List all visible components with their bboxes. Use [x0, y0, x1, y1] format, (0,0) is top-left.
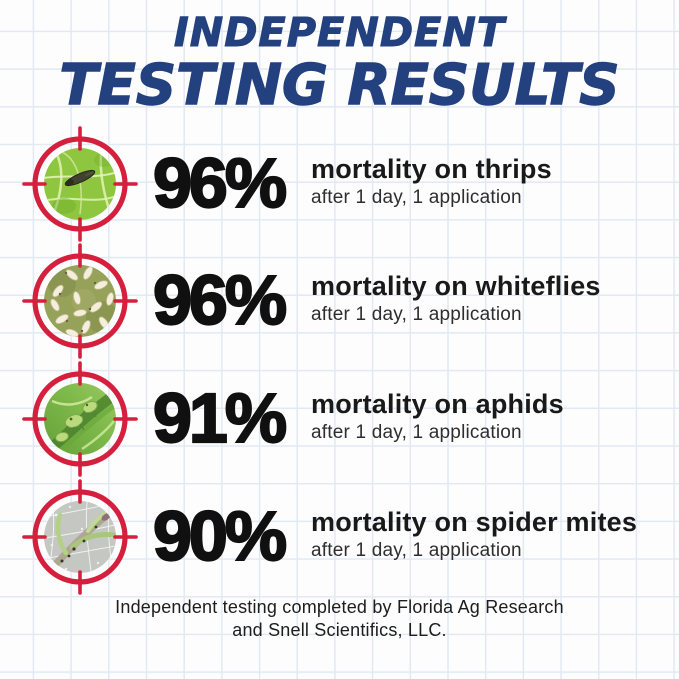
result-text: mortality on thrips after 1 day, 1 appli…: [311, 153, 552, 214]
spider-mites-target-icon: [22, 479, 138, 595]
title-line1: INDEPENDENT: [173, 10, 506, 56]
crosshair-ticks: [22, 243, 138, 359]
result-text: mortality on spider mites after 1 day, 1…: [311, 506, 638, 567]
crosshair-ticks: [22, 361, 138, 477]
crosshair-ticks: [22, 126, 138, 242]
whiteflies-target-icon: [22, 243, 138, 359]
title-line2: TESTING RESULTS: [59, 52, 621, 118]
mortality-sublabel: after 1 day, 1 application: [311, 540, 522, 562]
crosshair-target-icon: [22, 361, 138, 477]
aphids-target-icon: [22, 361, 138, 477]
result-text: mortality on whiteflies after 1 day, 1 a…: [311, 270, 601, 331]
result-row-spider-mites: 90% mortality on spider mites after 1 da…: [22, 479, 637, 595]
result-text: mortality on aphids after 1 day, 1 appli…: [311, 388, 564, 449]
thrips-target-icon: [22, 126, 138, 242]
testing-attribution: Independent testing completed by Florida…: [0, 596, 679, 643]
attribution-line1: Independent testing completed by Florida…: [115, 597, 564, 617]
crosshair-target-icon: [22, 479, 138, 595]
mortality-percent: 96%: [152, 260, 288, 339]
thrips-photo: [44, 148, 116, 220]
result-row-thrips: 96% mortality on thrips after 1 day, 1 a…: [22, 126, 552, 242]
result-row-aphids: 91% mortality on aphids after 1 day, 1 a…: [22, 361, 564, 477]
mortality-percent: 91%: [152, 378, 288, 457]
crosshair-target-icon: [22, 126, 138, 242]
mortality-label: mortality on whiteflies: [311, 270, 601, 301]
mortality-label: mortality on spider mites: [311, 506, 638, 537]
mortality-percent: 96%: [152, 143, 288, 222]
mortality-percent: 90%: [152, 496, 288, 575]
mortality-sublabel: after 1 day, 1 application: [311, 422, 522, 444]
whiteflies-photo: [44, 265, 116, 337]
mortality-sublabel: after 1 day, 1 application: [311, 304, 522, 326]
result-row-whiteflies: 96% mortality on whiteflies after 1 day,…: [22, 243, 601, 359]
mortality-sublabel: after 1 day, 1 application: [311, 187, 522, 209]
mortality-label: mortality on aphids: [311, 388, 564, 419]
crosshair-target-icon: [22, 243, 138, 359]
crosshair-ticks: [22, 479, 138, 595]
page-title: INDEPENDENT TESTING RESULTS: [0, 10, 679, 118]
attribution-line2: and Snell Scientifics, LLC.: [232, 620, 447, 641]
mortality-label: mortality on thrips: [311, 153, 552, 184]
